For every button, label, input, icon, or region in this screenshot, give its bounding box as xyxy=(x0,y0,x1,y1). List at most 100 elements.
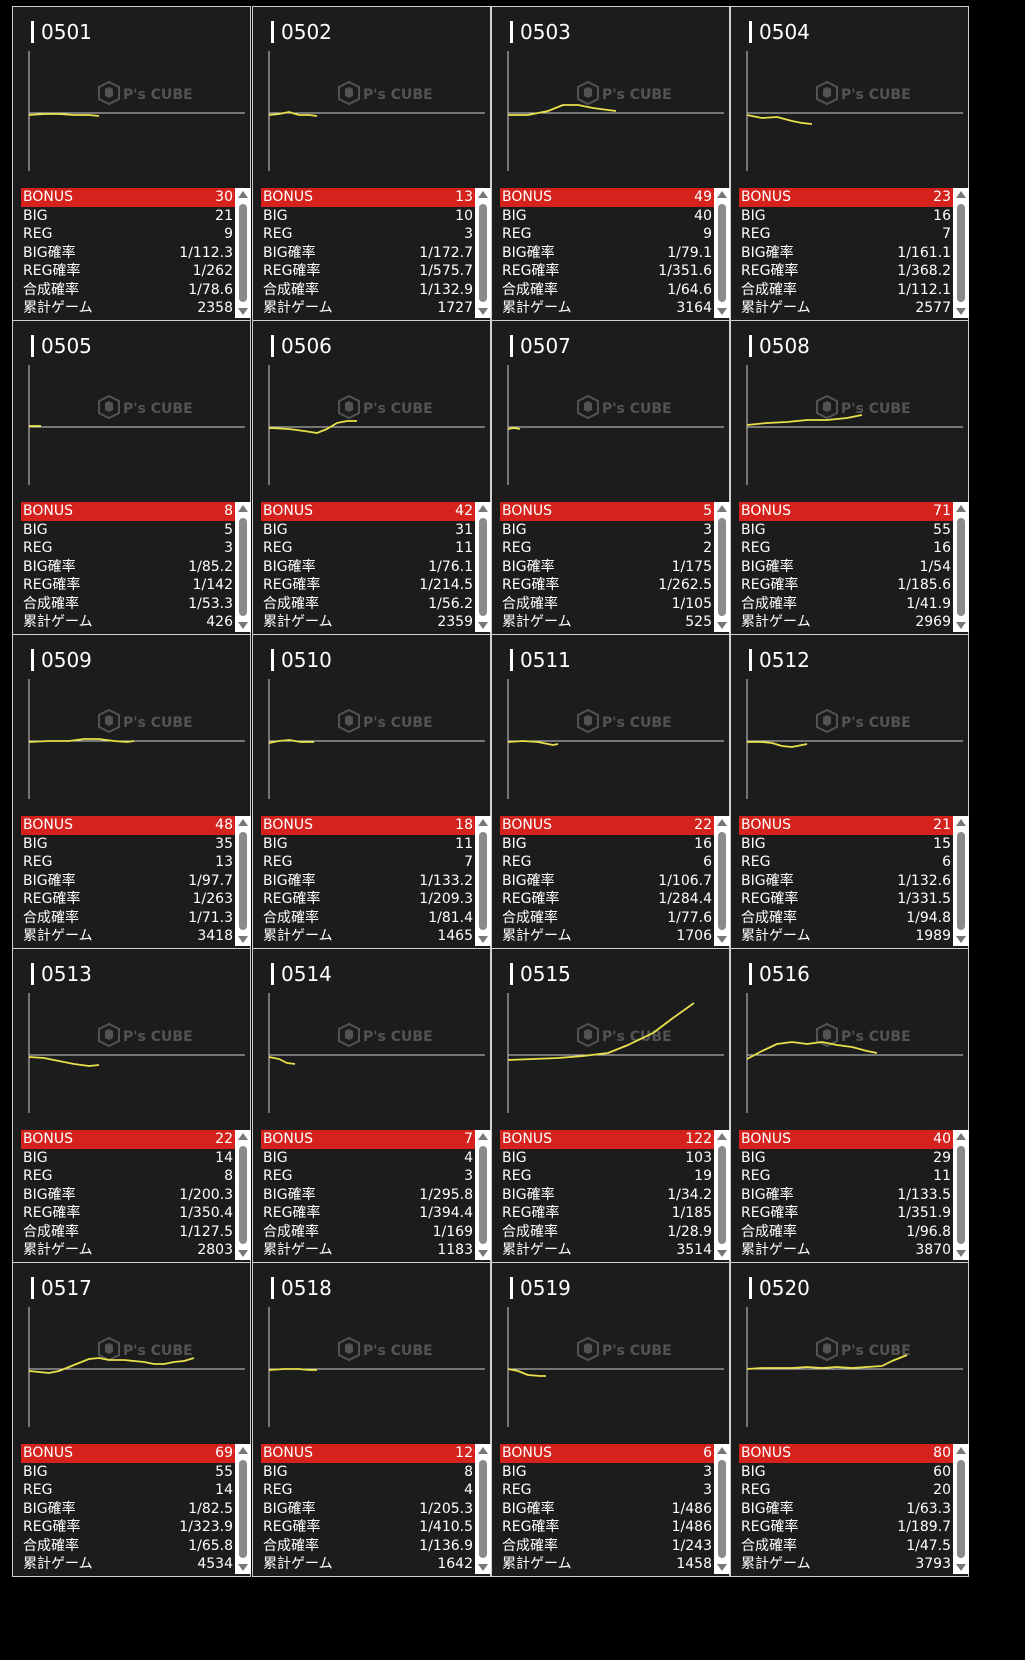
scroll-up-icon[interactable] xyxy=(717,819,727,826)
scroll-up-icon[interactable] xyxy=(717,505,727,512)
machine-card[interactable]: 0514 P's CUBE BONUS 7 BIG 4 REG 3 BIG xyxy=(252,948,491,1263)
scroll-up-icon[interactable] xyxy=(717,1447,727,1454)
scroll-thumb[interactable] xyxy=(479,1460,487,1558)
stats-scrollbar[interactable] xyxy=(235,1130,251,1260)
stats-scrollbar[interactable] xyxy=(475,188,491,318)
scroll-down-icon[interactable] xyxy=(478,308,488,315)
machine-card[interactable]: 0512 P's CUBE BONUS 21 BIG 15 REG 6 B xyxy=(730,634,969,949)
scroll-up-icon[interactable] xyxy=(478,1447,488,1454)
scroll-down-icon[interactable] xyxy=(956,308,966,315)
scroll-up-icon[interactable] xyxy=(478,819,488,826)
scroll-down-icon[interactable] xyxy=(478,1564,488,1571)
stats-scrollbar[interactable] xyxy=(714,188,730,318)
scroll-thumb[interactable] xyxy=(239,1460,247,1558)
scroll-down-icon[interactable] xyxy=(717,936,727,943)
scroll-thumb[interactable] xyxy=(239,204,247,302)
scroll-up-icon[interactable] xyxy=(238,1447,248,1454)
scroll-thumb[interactable] xyxy=(718,1460,726,1558)
machine-card[interactable]: 0505 P's CUBE BONUS 8 BIG 5 REG 3 BIG xyxy=(12,320,251,635)
machine-card[interactable]: 0520 P's CUBE BONUS 80 BIG 60 REG 20 xyxy=(730,1262,969,1577)
machine-card[interactable]: 0501 P's CUBE BONUS 30 BIG 21 REG 9 B xyxy=(12,6,251,321)
stats-scrollbar[interactable] xyxy=(235,1444,251,1574)
scroll-up-icon[interactable] xyxy=(238,505,248,512)
scroll-thumb[interactable] xyxy=(239,832,247,930)
scroll-up-icon[interactable] xyxy=(956,505,966,512)
stats-scrollbar[interactable] xyxy=(714,502,730,632)
scroll-down-icon[interactable] xyxy=(238,1564,248,1571)
stats-scrollbar[interactable] xyxy=(235,816,251,946)
scroll-thumb[interactable] xyxy=(479,518,487,616)
scroll-down-icon[interactable] xyxy=(238,308,248,315)
scroll-down-icon[interactable] xyxy=(238,622,248,629)
scroll-up-icon[interactable] xyxy=(717,191,727,198)
scroll-down-icon[interactable] xyxy=(478,1250,488,1257)
scroll-thumb[interactable] xyxy=(479,832,487,930)
machine-card[interactable]: 0510 P's CUBE BONUS 18 BIG 11 REG 7 B xyxy=(252,634,491,949)
scroll-up-icon[interactable] xyxy=(956,819,966,826)
scroll-down-icon[interactable] xyxy=(238,936,248,943)
scroll-thumb[interactable] xyxy=(718,832,726,930)
scroll-down-icon[interactable] xyxy=(717,622,727,629)
scroll-thumb[interactable] xyxy=(957,1146,965,1244)
scroll-thumb[interactable] xyxy=(239,518,247,616)
scroll-up-icon[interactable] xyxy=(238,1133,248,1140)
machine-card[interactable]: 0516 P's CUBE BONUS 40 BIG 29 REG 11 xyxy=(730,948,969,1263)
scroll-thumb[interactable] xyxy=(718,518,726,616)
scroll-up-icon[interactable] xyxy=(956,191,966,198)
stats-scrollbar[interactable] xyxy=(475,1444,491,1574)
scroll-thumb[interactable] xyxy=(239,1146,247,1244)
machine-card[interactable]: 0509 P's CUBE BONUS 48 BIG 35 REG 13 xyxy=(12,634,251,949)
scroll-down-icon[interactable] xyxy=(956,622,966,629)
scroll-up-icon[interactable] xyxy=(478,1133,488,1140)
scroll-down-icon[interactable] xyxy=(238,1250,248,1257)
scroll-up-icon[interactable] xyxy=(717,1133,727,1140)
stats-scrollbar[interactable] xyxy=(714,1444,730,1574)
scroll-thumb[interactable] xyxy=(718,1146,726,1244)
machine-card[interactable]: 0518 P's CUBE BONUS 12 BIG 8 REG 4 BI xyxy=(252,1262,491,1577)
machine-card[interactable]: 0519 P's CUBE BONUS 6 BIG 3 REG 3 BIG xyxy=(491,1262,730,1577)
scroll-up-icon[interactable] xyxy=(478,505,488,512)
stats-scrollbar[interactable] xyxy=(953,816,969,946)
scroll-down-icon[interactable] xyxy=(956,936,966,943)
scroll-thumb[interactable] xyxy=(957,518,965,616)
scroll-down-icon[interactable] xyxy=(478,622,488,629)
scroll-thumb[interactable] xyxy=(957,1460,965,1558)
scroll-down-icon[interactable] xyxy=(956,1250,966,1257)
stats-scrollbar[interactable] xyxy=(475,1130,491,1260)
scroll-up-icon[interactable] xyxy=(238,191,248,198)
stats-scrollbar[interactable] xyxy=(714,816,730,946)
machine-card[interactable]: 0517 P's CUBE BONUS 69 BIG 55 REG 14 xyxy=(12,1262,251,1577)
scroll-down-icon[interactable] xyxy=(478,936,488,943)
stats-scrollbar[interactable] xyxy=(953,1130,969,1260)
stats-scrollbar[interactable] xyxy=(953,188,969,318)
machine-card[interactable]: 0515 P's CUBE BONUS 122 BIG 103 REG 19 xyxy=(491,948,730,1263)
stats-scrollbar[interactable] xyxy=(953,1444,969,1574)
scroll-down-icon[interactable] xyxy=(717,308,727,315)
scroll-thumb[interactable] xyxy=(479,1146,487,1244)
scroll-up-icon[interactable] xyxy=(956,1447,966,1454)
scroll-thumb[interactable] xyxy=(479,204,487,302)
machine-card[interactable]: 0507 P's CUBE BONUS 5 BIG 3 REG 2 BIG xyxy=(491,320,730,635)
machine-card[interactable]: 0511 P's CUBE BONUS 22 BIG 16 REG 6 B xyxy=(491,634,730,949)
scroll-thumb[interactable] xyxy=(718,204,726,302)
machine-card[interactable]: 0503 P's CUBE BONUS 49 BIG 40 REG 9 B xyxy=(491,6,730,321)
stats-scrollbar[interactable] xyxy=(953,502,969,632)
scroll-up-icon[interactable] xyxy=(238,819,248,826)
machine-card[interactable]: 0502 P's CUBE BONUS 13 BIG 10 REG 3 B xyxy=(252,6,491,321)
scroll-down-icon[interactable] xyxy=(717,1564,727,1571)
machine-card[interactable]: 0506 P's CUBE BONUS 42 BIG 31 REG 11 xyxy=(252,320,491,635)
scroll-thumb[interactable] xyxy=(957,832,965,930)
machine-card[interactable]: 0504 P's CUBE BONUS 23 BIG 16 REG 7 B xyxy=(730,6,969,321)
stats-scrollbar[interactable] xyxy=(714,1130,730,1260)
scroll-down-icon[interactable] xyxy=(956,1564,966,1571)
scroll-thumb[interactable] xyxy=(957,204,965,302)
scroll-down-icon[interactable] xyxy=(717,1250,727,1257)
machine-card[interactable]: 0513 P's CUBE BONUS 22 BIG 14 REG 8 B xyxy=(12,948,251,1263)
scroll-up-icon[interactable] xyxy=(956,1133,966,1140)
stats-scrollbar[interactable] xyxy=(475,502,491,632)
stats-scrollbar[interactable] xyxy=(235,188,251,318)
stats-scrollbar[interactable] xyxy=(475,816,491,946)
scroll-up-icon[interactable] xyxy=(478,191,488,198)
machine-card[interactable]: 0508 P's CUBE BONUS 71 BIG 55 REG 16 xyxy=(730,320,969,635)
stats-scrollbar[interactable] xyxy=(235,502,251,632)
